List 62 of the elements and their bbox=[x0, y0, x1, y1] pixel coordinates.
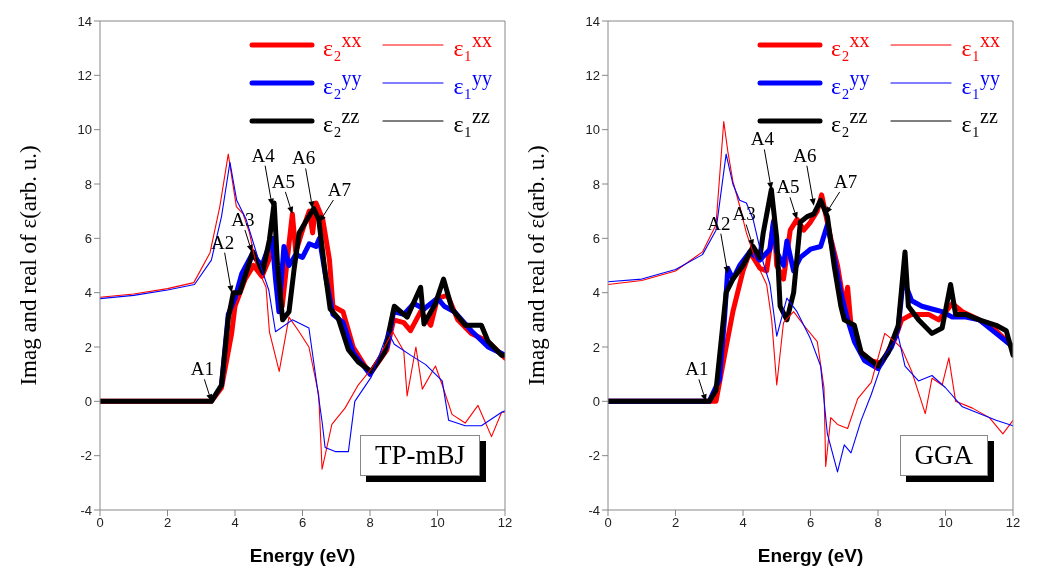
annotation: TP-mBJ bbox=[359, 435, 480, 476]
legend-label: ε₁$^{zz}$ bbox=[453, 104, 490, 138]
x-axis-title: Energy (eV) bbox=[249, 545, 356, 566]
y-tick-label: 0 bbox=[84, 393, 92, 409]
x-tick-label: 8 bbox=[366, 515, 374, 531]
legend-label: ε₂$^{zz}$ bbox=[831, 104, 868, 138]
annotation: A7 bbox=[834, 170, 858, 192]
y-axis-title: Imag and real of ε(arb. u.) bbox=[16, 145, 42, 386]
x-tick-label: 2 bbox=[163, 515, 172, 531]
x-tick-label: 4 bbox=[231, 515, 239, 531]
x-tick-label: 10 bbox=[938, 515, 953, 531]
y-tick-label: 8 bbox=[84, 176, 92, 192]
x-tick-label: 6 bbox=[298, 515, 307, 531]
annotation: GGA bbox=[899, 435, 988, 476]
x-tick-label: 8 bbox=[874, 515, 882, 531]
y-tick-label: 2 bbox=[84, 339, 92, 355]
legend-label: ε₂$^{zz}$ bbox=[323, 104, 360, 138]
y-tick-label: 6 bbox=[592, 230, 600, 246]
y-tick-label: -4 bbox=[80, 502, 92, 518]
x-tick-label: 12 bbox=[497, 515, 513, 531]
x-tick-label: 12 bbox=[1005, 515, 1021, 531]
annotation: A7 bbox=[327, 179, 351, 201]
x-axis-title: Energy (eV) bbox=[757, 545, 864, 566]
annotation: A5 bbox=[776, 176, 800, 198]
y-tick-label: 14 bbox=[585, 13, 600, 29]
y-tick-label: 14 bbox=[77, 13, 92, 29]
legend-label: ε₂$^{xx}$ bbox=[831, 28, 870, 62]
annotation: A6 bbox=[292, 147, 316, 169]
y-tick-label: 10 bbox=[585, 122, 600, 138]
annotation: A6 bbox=[793, 144, 817, 166]
x-tick-label: 4 bbox=[739, 515, 747, 531]
legend-label: ε₂$^{yy}$ bbox=[831, 66, 870, 100]
y-axis-title: Imag and real of ε(arb. u.) bbox=[524, 145, 550, 386]
legend-label: ε₁$^{zz}$ bbox=[961, 104, 998, 138]
y-tick-label: 4 bbox=[84, 285, 92, 301]
y-tick-label: -2 bbox=[588, 448, 600, 464]
x-tick-label: 0 bbox=[604, 515, 612, 531]
y-tick-label: 12 bbox=[77, 67, 92, 83]
y-tick-label: 10 bbox=[77, 122, 92, 138]
legend-label: ε₂$^{xx}$ bbox=[323, 28, 362, 62]
legend-label: ε₁$^{yy}$ bbox=[961, 66, 1000, 100]
annotation: A4 bbox=[750, 128, 775, 150]
legend-label: ε₁$^{xx}$ bbox=[961, 28, 1000, 62]
y-tick-label: 2 bbox=[592, 339, 600, 355]
y-tick-label: 12 bbox=[585, 67, 600, 83]
y-tick-label: 0 bbox=[592, 393, 600, 409]
annotation: A5 bbox=[271, 170, 295, 192]
y-tick-label: 4 bbox=[592, 285, 600, 301]
y-tick-label: 8 bbox=[592, 176, 600, 192]
legend-label: ε₂$^{yy}$ bbox=[323, 66, 362, 100]
x-tick-label: 2 bbox=[671, 515, 680, 531]
x-tick-label: 10 bbox=[430, 515, 445, 531]
x-tick-label: 0 bbox=[96, 515, 104, 531]
legend-label: ε₁$^{yy}$ bbox=[453, 66, 492, 100]
annotation: A1 bbox=[685, 358, 709, 380]
y-tick-label: 6 bbox=[84, 230, 92, 246]
annotation: A4 bbox=[251, 144, 276, 166]
y-tick-label: -4 bbox=[588, 502, 600, 518]
x-tick-label: 6 bbox=[806, 515, 815, 531]
y-tick-label: -2 bbox=[80, 448, 92, 464]
legend-label: ε₁$^{xx}$ bbox=[453, 28, 492, 62]
annotation: A1 bbox=[190, 358, 214, 380]
